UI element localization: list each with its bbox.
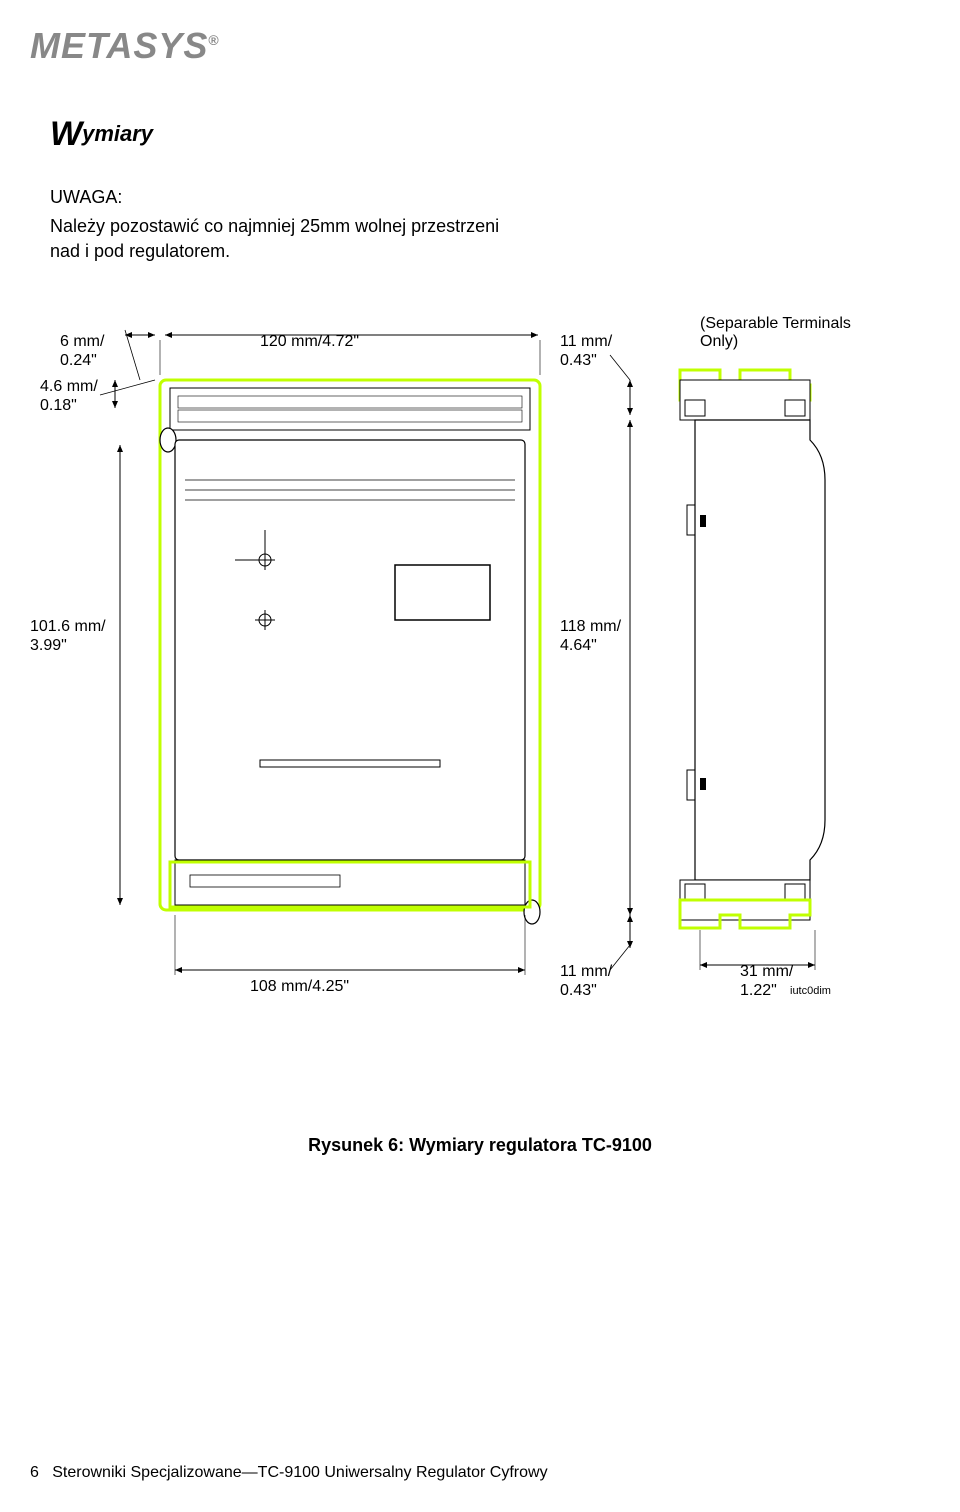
page-number: 6 bbox=[30, 1464, 39, 1481]
dim-31mm: 31 mm/1.22" bbox=[740, 945, 793, 1000]
dim-11mm-top: 11 mm/0.43" bbox=[560, 315, 612, 370]
dimension-diagram: 6 mm/0.24" 4.6 mm/0.18" 120 mm/4.72" 11 … bbox=[0, 280, 960, 1040]
page-footer: 6 Sterowniki Specjalizowane—TC-9100 Uniw… bbox=[30, 1464, 548, 1482]
dim-118mm: 118 mm/4.64" bbox=[560, 600, 621, 655]
brand-logo: METASYS® bbox=[30, 25, 220, 67]
diagram-svg bbox=[0, 280, 960, 1040]
note-block: UWAGA: Należy pozostawić co najmniej 25m… bbox=[50, 185, 530, 265]
heading-rest: ymiary bbox=[82, 121, 153, 146]
dim-11mm-bottom: 11 mm/0.43" bbox=[560, 945, 612, 1000]
logo-text: METASYS bbox=[30, 25, 208, 66]
heading-first-letter: W bbox=[50, 115, 82, 153]
diagram-tag: iutc0dim bbox=[790, 985, 831, 997]
dim-separable-terminals: (Separable Terminals Only) bbox=[700, 315, 851, 352]
dim-101-6mm: 101.6 mm/3.99" bbox=[30, 600, 106, 655]
note-label: UWAGA: bbox=[50, 185, 530, 210]
note-text: Należy pozostawić co najmniej 25mm wolne… bbox=[50, 214, 530, 264]
registered-mark: ® bbox=[208, 32, 219, 48]
figure-caption: Rysunek 6: Wymiary regulatora TC-9100 bbox=[0, 1135, 960, 1156]
dim-108mm: 108 mm/4.25" bbox=[250, 960, 349, 997]
footer-text: Sterowniki Specjalizowane—TC-9100 Uniwer… bbox=[52, 1464, 547, 1481]
dim-4-6mm: 4.6 mm/0.18" bbox=[40, 360, 98, 415]
dim-120mm: 120 mm/4.72" bbox=[260, 315, 359, 352]
section-heading: Wymiary bbox=[50, 115, 153, 154]
